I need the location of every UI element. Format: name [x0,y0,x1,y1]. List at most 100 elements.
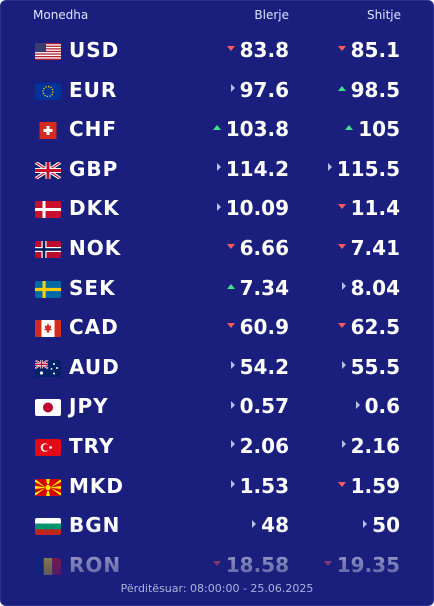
ca-flag-icon [35,320,61,338]
sell-rate: 11.4 [337,196,400,221]
sell-rate: 2.16 [341,433,400,458]
tr-flag-icon [35,438,61,456]
buy-rate: 1.53 [230,473,289,498]
buy-rate: 83.8 [226,38,289,62]
rate-row-mkd: MKD 1.53 1.59 [1,466,433,506]
currency-code: GBP [69,156,119,181]
sell-value: 50 [372,513,400,538]
sell-value: 55.5 [350,354,400,379]
rate-row-ron: RON 18.58 19.35 [1,545,433,585]
arrow-down-icon [337,481,346,487]
rate-row-bgn: BGN 48 50 [1,505,433,545]
arrow-right-icon [341,440,346,449]
arrow-right-icon [230,480,235,489]
sell-value: 1.59 [350,473,400,498]
arrow-right-icon [327,163,332,172]
buy-value: 0.57 [239,394,289,419]
sell-value: 105 [358,117,400,142]
dk-flag-icon [35,201,61,219]
buy-value: 48 [261,513,289,538]
currency-code: DKK [69,196,120,221]
arrow-up-icon [226,283,235,289]
sell-value: 85.1 [350,38,400,62]
currency-code: USD [69,38,120,62]
arrow-up-icon [337,85,346,91]
table-header: Monedha Blerje Shitje [1,1,433,31]
buy-rate: 54.2 [230,354,289,379]
sell-rate: 85.1 [337,38,400,62]
sell-rate: 50 [363,513,400,537]
rate-row-sek: SEK 7.34 8.04 [1,268,433,308]
sell-value: 11.4 [350,196,400,221]
arrow-right-icon [230,361,235,370]
buy-rate: 48 [252,513,289,537]
currency-code: CAD [69,315,119,340]
sell-rate: 0.6 [355,394,400,419]
buy-rate: 0.57 [230,394,289,419]
currency-code: CHF [69,117,118,142]
arrow-down-icon [337,243,346,249]
jp-flag-icon [35,399,61,417]
rate-row-nok: NOK 6.66 7.41 [1,228,433,268]
buy-value: 18.58 [225,552,289,577]
sell-value: 62.5 [350,315,400,340]
currency-code: JPY [69,394,109,419]
arrow-down-icon [337,46,346,51]
buy-value: 97.6 [239,77,289,102]
currency-code: EUR [69,77,118,102]
ro-flag-icon [35,557,61,575]
buy-value: 2.06 [239,433,289,458]
buy-rate: 60.9 [226,315,289,340]
sell-rate: 7.41 [337,235,400,260]
buy-rate: 10.09 [216,196,289,220]
buy-value: 6.66 [239,235,289,260]
last-updated: Përditësuar: 08:00:00 - 25.06.2025 [120,582,314,595]
arrow-down-icon [337,323,346,329]
currency-code: BGN [69,513,121,538]
arrow-down-icon [337,204,346,210]
header-sell: Shitje [367,8,401,22]
sell-value: 0.6 [364,394,400,419]
sell-rate: 55.5 [341,354,400,379]
sell-value: 7.41 [350,235,400,260]
currency-code: MKD [69,473,125,498]
arrow-down-icon [212,560,221,566]
currency-code: SEK [69,275,116,300]
buy-rate: 2.06 [230,433,289,458]
buy-value: 103.8 [225,117,289,142]
currency-code: TRY [69,433,115,458]
arrow-right-icon [341,282,346,291]
sell-rate: 115.5 [327,156,400,181]
sell-value: 2.16 [350,433,400,458]
rate-row-cad: CAD 60.9 62.5 [1,307,433,347]
header-buy: Blerje [254,8,289,22]
buy-rate: 114.2 [216,157,289,181]
sell-rate: 19.35 [323,553,400,577]
rate-row-chf: CHF 103.8 105 [1,109,433,149]
rate-row-jpy: JPY 0.57 0.6 [1,386,433,426]
sell-value: 98.5 [350,77,400,102]
arrow-right-icon [230,440,235,449]
au-flag-icon [35,359,61,377]
currency-code: AUD [69,354,120,379]
arrow-down-icon [323,560,332,566]
arrow-right-icon [355,400,360,409]
buy-value: 60.9 [239,315,289,340]
buy-value: 54.2 [239,354,289,379]
buy-rate: 6.66 [226,235,289,260]
currency-code: NOK [69,235,122,260]
rate-row-aud: AUD 54.2 55.5 [1,347,433,387]
buy-value: 1.53 [239,473,289,498]
buy-rate: 97.6 [230,77,289,102]
arrow-right-icon [363,519,368,528]
eu-flag-icon [35,82,61,100]
buy-rate: 18.58 [212,552,289,577]
no-flag-icon [35,240,61,258]
buy-value: 7.34 [239,275,289,300]
sell-value: 8.04 [350,275,400,300]
buy-value: 83.8 [239,38,289,62]
rates-list: USD 83.8 85.1 EUR 97.6 98.5 CHF 103.8 105 GBP 114.… [1,30,433,584]
currency-code: RON [69,552,122,577]
sell-value: 115.5 [336,156,400,181]
bg-flag-icon [35,518,61,536]
